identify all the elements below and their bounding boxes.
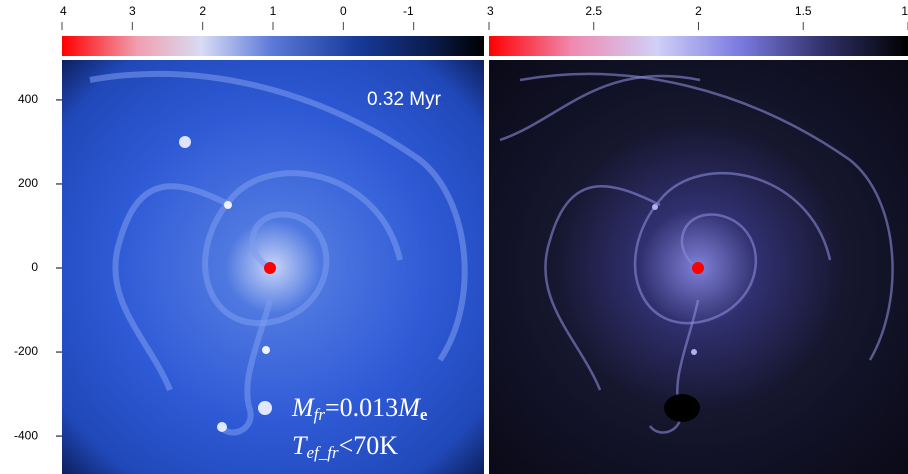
colorbar-tick-label: 1 [270,4,277,18]
colorbar-tick-label: 2.5 [585,4,602,18]
clump [179,136,191,148]
figure: 0.32 Myr Mfr=0.013Me Tef_fr<70K 43210-14… [0,0,908,474]
cold-clump [664,394,700,422]
mass-value: =0.013 [325,393,398,422]
colorbar-tick-label: 3 [129,4,136,18]
mass-symbol: M [291,393,315,422]
y-tick-label: 200 [18,176,38,190]
colorbar-tick-label: 3 [487,4,494,18]
temp-subscript: ef_fr [306,443,338,462]
mass-label: Mfr=0.013Me [291,393,428,424]
colorbar-tick-label: 1.5 [795,4,812,18]
clump [224,201,232,209]
y-tick-label: 400 [18,92,38,106]
time-label: 0.32 Myr [367,89,442,110]
colorbar-tick-label: 4 [60,4,67,18]
clump [691,349,697,355]
colorbar-tick-label: 2 [695,4,702,18]
star [264,262,276,274]
colorbar [62,36,484,56]
clump [262,346,270,354]
y-tick-label: -400 [14,428,38,442]
colorbar-tick-label: 2 [199,4,206,18]
mass-subscript: fr [314,405,326,424]
clump [258,401,272,415]
clump [217,422,227,432]
colorbar-tick-label: 1 [901,4,908,18]
colorbar-tick-label: -1 [403,4,414,18]
y-tick-label: 0 [31,260,38,274]
clump [652,204,658,210]
star [692,262,704,274]
panel-right: 3 2.5 2 1.5 1 [487,4,908,474]
y-tick-label: -200 [14,344,38,358]
mass-unit-subscript: e [420,405,428,424]
temp-value: <70K [339,431,399,460]
colorbar-tick-label: 0 [340,4,347,18]
colorbar [489,36,908,56]
mass-unit: M [397,393,421,422]
